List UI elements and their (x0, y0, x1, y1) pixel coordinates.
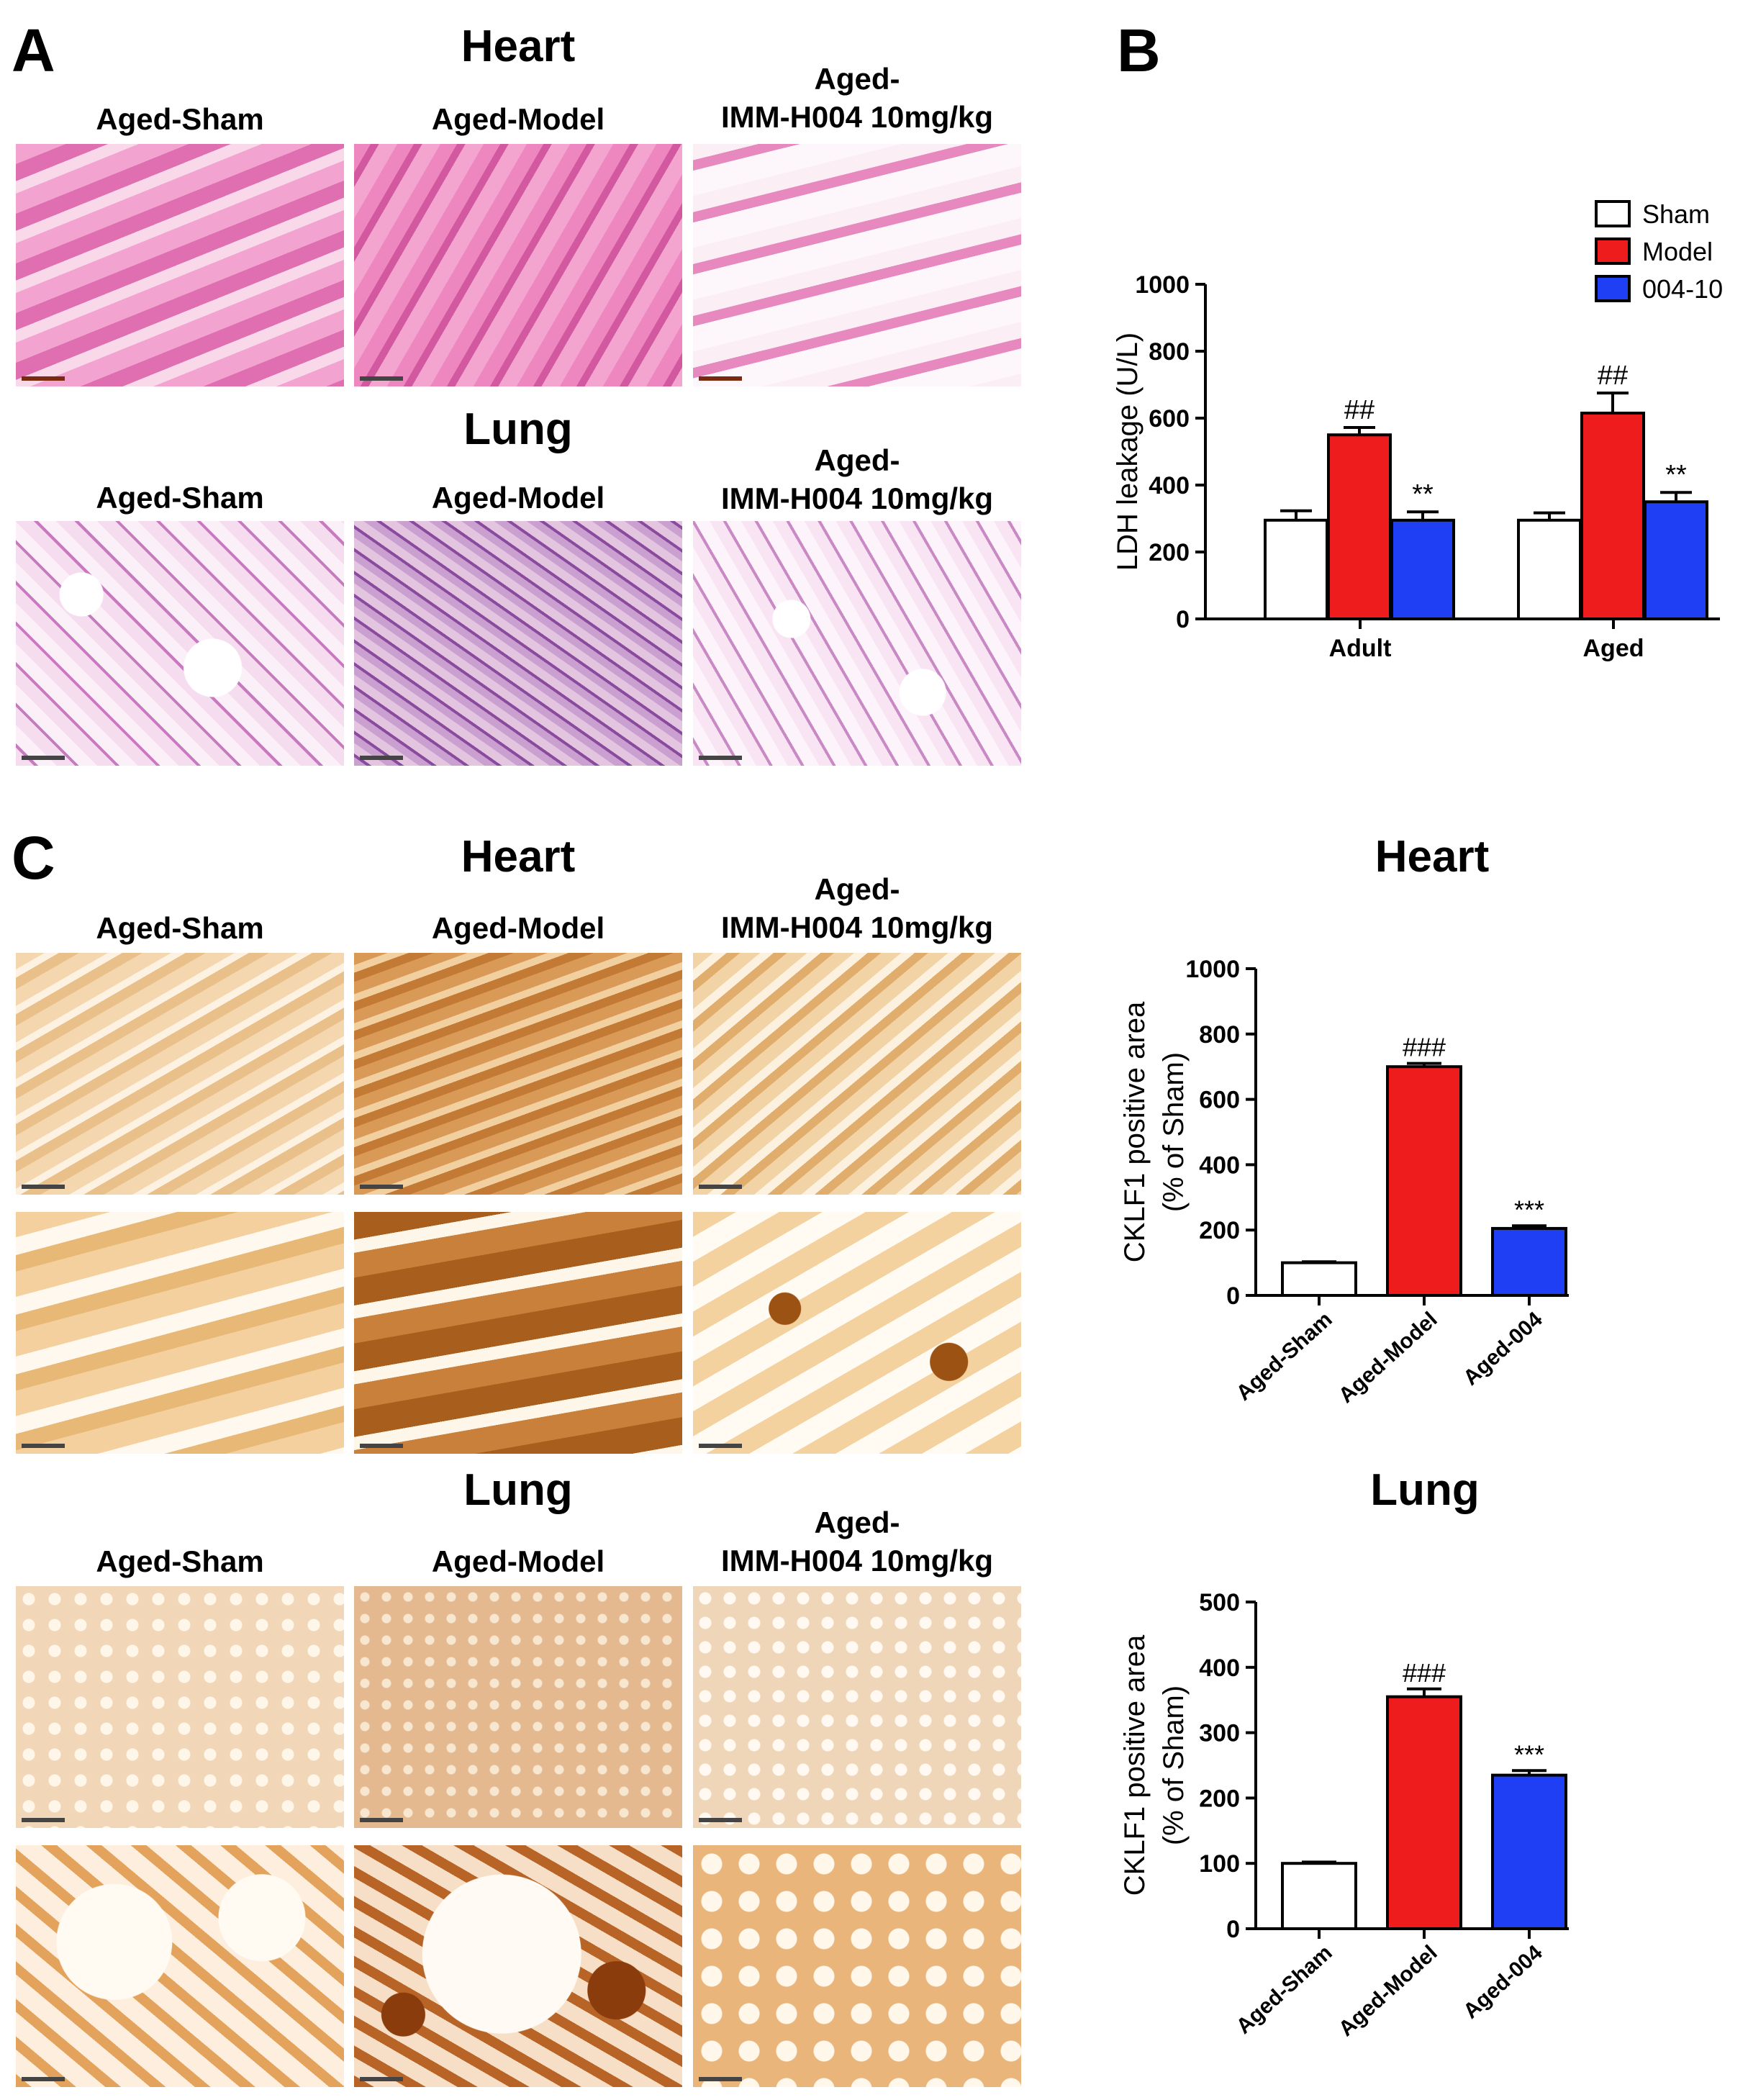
legend-label: Sham (1642, 199, 1710, 229)
y-axis-label: LDH leakage (U/L) (1112, 332, 1144, 571)
significance-marker: ** (1665, 460, 1687, 490)
y-tick-label: 0 (1176, 606, 1190, 633)
ihc-lung-model-high-mag-image (354, 1845, 682, 2087)
ihc-heart-sham-low-mag-image (16, 953, 344, 1195)
x-tick-label: Adult (1329, 635, 1392, 662)
ihc-heart-drug-high-mag-image (693, 1212, 1021, 1454)
y-tick-label: 0 (1226, 1916, 1240, 1943)
panel-c-lung-col-drug: Aged- IMM-H004 10mg/kg (720, 1506, 994, 1578)
cklf1-lung-chart: 0 100 200 300 400 500 CKLF1 positive area (% of… (1119, 1589, 1569, 2041)
y-tick-label: 1000 (1185, 956, 1240, 983)
panel-c-heart-col-sham: Aged-Sham (96, 911, 264, 945)
y-tick-label: 200 (1149, 539, 1190, 566)
bar-004-10-adult (1390, 518, 1455, 621)
ihc-lung-drug-low-mag-image (693, 1586, 1021, 1828)
ihc-lung-model-low-mag-image (354, 1586, 682, 1828)
bar-004-10-aged (1644, 500, 1708, 620)
legend-label: Model (1642, 237, 1713, 266)
y-tick-label: 800 (1199, 1021, 1240, 1049)
panel-a-letter: A (12, 17, 55, 84)
c-heart-chart-title: Heart (1375, 832, 1490, 882)
panel-c-heart-title: Heart (461, 832, 576, 882)
panel-c-heart-col-drug: Aged- IMM-H004 10mg/kg (720, 872, 994, 944)
bar-sham-adult (1264, 518, 1328, 621)
significance-marker: *** (1514, 1195, 1544, 1224)
ihc-lung-drug-high-mag-image (693, 1845, 1021, 2087)
x-tick-label: Aged-004 (1459, 1307, 1547, 1390)
ihc-lung-sham-low-mag-image (16, 1586, 344, 1828)
legend-swatch (1595, 275, 1631, 302)
y-tick-label: 400 (1149, 472, 1190, 499)
x-tick-label: Aged-Sham (1232, 1941, 1337, 2039)
he-lung-aged-drug-image (693, 521, 1021, 766)
legend-swatch (1595, 237, 1631, 265)
ihc-heart-drug-low-mag-image (693, 953, 1021, 1195)
cklf1-heart-chart: 0 200 400 600 800 1000 CKLF1 positive area (% o… (1119, 956, 1569, 1408)
ldh-chart: 0 200 400 600 800 1000 LDH leakage (U/L) ## ** Ad… (1112, 199, 1723, 662)
panel-b-letter: B (1117, 17, 1161, 84)
bar-model-adult (1327, 433, 1392, 620)
y-tick-label: 300 (1199, 1720, 1240, 1747)
x-tick-label: Aged-Sham (1232, 1308, 1337, 1406)
y-axis-label: (% of Sham) (1158, 1685, 1190, 1845)
panel-c-lung-col-sham: Aged-Sham (96, 1544, 264, 1578)
y-tick-label: 0 (1226, 1282, 1240, 1310)
ihc-heart-sham-high-mag-image (16, 1212, 344, 1454)
panel-c-heart-col-model: Aged-Model (431, 911, 605, 945)
panel-a-heart-title: Heart (461, 22, 576, 71)
x-tick-label: Aged-004 (1459, 1940, 1547, 2023)
significance-marker: ### (1403, 1658, 1446, 1688)
panel-c-letter: C (12, 824, 55, 892)
panel-a-lung-col-model: Aged-Model (431, 481, 605, 515)
legend-label: 004-10 (1642, 274, 1723, 304)
y-tick-label: 600 (1199, 1087, 1240, 1114)
c-lung-chart-title: Lung (1370, 1465, 1480, 1515)
y-axis-label: CKLF1 positive area (1119, 1634, 1151, 1896)
y-axis-label: (% of Sham) (1158, 1052, 1190, 1212)
x-tick-label: Aged (1583, 635, 1644, 662)
x-tick-label: Aged-Model (1334, 1941, 1442, 2041)
bar-aged-model (1386, 1065, 1462, 1297)
he-lung-aged-model-image (354, 521, 682, 766)
legend-swatch (1595, 200, 1631, 227)
panel-a-lung-col-sham: Aged-Sham (96, 481, 264, 515)
he-heart-aged-model-image (354, 144, 682, 386)
he-heart-aged-drug-image (693, 144, 1021, 386)
ihc-heart-model-high-mag-image (354, 1212, 682, 1454)
bar-aged-004 (1491, 1773, 1567, 1930)
y-tick-label: 100 (1199, 1850, 1240, 1878)
y-tick-label: 200 (1199, 1785, 1240, 1812)
panel-a-lung-title: Lung (463, 404, 573, 454)
y-tick-label: 500 (1199, 1589, 1240, 1616)
ihc-lung-sham-high-mag-image (16, 1845, 344, 2087)
panel-a-heart-col-drug: Aged- IMM-H004 10mg/kg (720, 62, 994, 134)
y-tick-label: 200 (1199, 1217, 1240, 1244)
bar-sham-aged (1517, 518, 1582, 621)
panel-c-lung-col-model: Aged-Model (431, 1544, 605, 1578)
y-tick-label: 800 (1149, 338, 1190, 366)
y-tick-label: 1000 (1135, 271, 1190, 299)
panel-a-heart-col-sham: Aged-Sham (96, 102, 264, 136)
significance-marker: *** (1514, 1739, 1544, 1769)
bar-aged-sham (1281, 1862, 1357, 1931)
y-tick-label: 400 (1199, 1151, 1240, 1179)
panel-a-lung-col-drug: Aged- IMM-H004 10mg/kg (720, 443, 994, 515)
y-tick-label: 600 (1149, 405, 1190, 433)
significance-marker: ** (1412, 479, 1434, 510)
panel-c-lung-title: Lung (463, 1465, 573, 1515)
he-heart-aged-sham-image (16, 144, 344, 386)
panel-a-heart-col-model: Aged-Model (431, 102, 605, 136)
bar-aged-sham (1281, 1261, 1357, 1298)
significance-marker: ## (1598, 361, 1628, 391)
bar-aged-004 (1491, 1226, 1567, 1297)
y-axis-label: CKLF1 positive area (1119, 1001, 1151, 1262)
significance-marker: ## (1344, 395, 1375, 425)
significance-marker: ### (1403, 1033, 1446, 1062)
bar-aged-model (1386, 1695, 1462, 1930)
ihc-heart-model-low-mag-image (354, 953, 682, 1195)
bar-model-aged (1580, 412, 1645, 620)
x-tick-label: Aged-Model (1334, 1308, 1442, 1408)
he-lung-aged-sham-image (16, 521, 344, 766)
y-tick-label: 400 (1199, 1655, 1240, 1682)
